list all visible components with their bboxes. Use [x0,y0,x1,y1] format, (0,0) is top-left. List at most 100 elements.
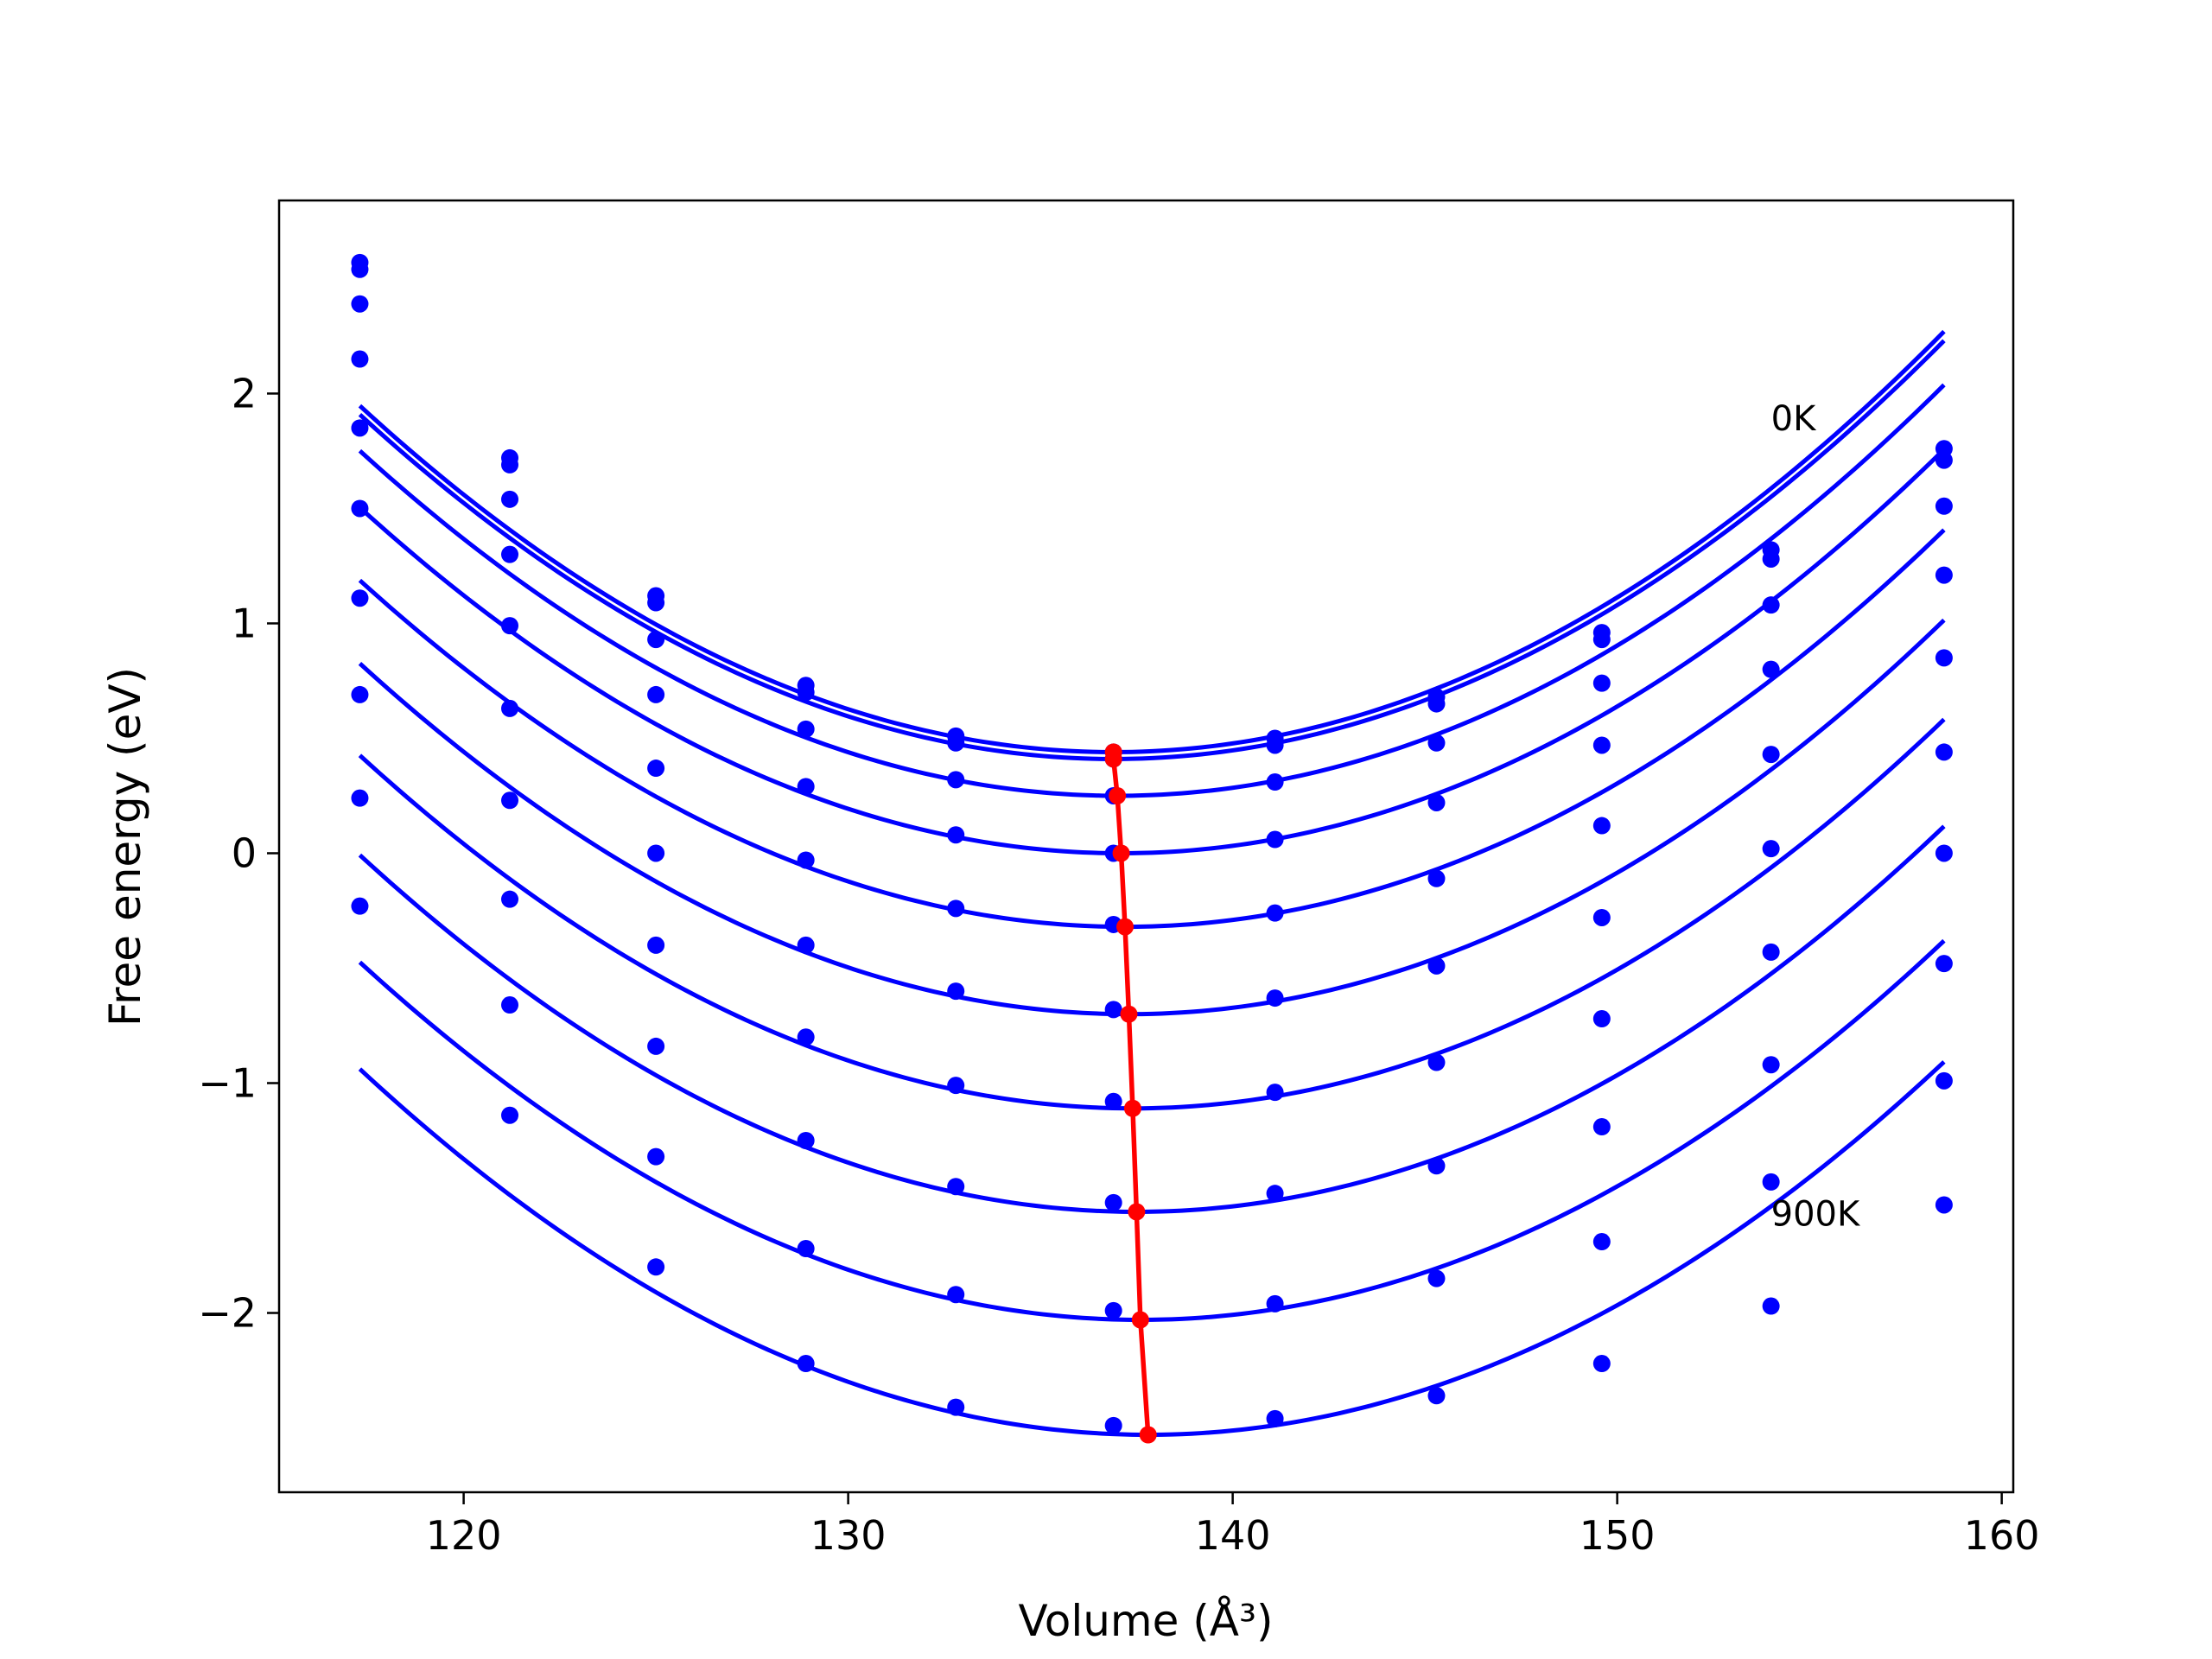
data-point [1427,1053,1446,1071]
data-point [1266,904,1284,922]
data-point [1104,1193,1122,1211]
minimum-point [1109,786,1127,804]
y-tick-label: 1 [232,600,257,646]
data-point [1592,1010,1611,1028]
data-point [1592,674,1611,692]
data-point [1427,793,1446,811]
data-point [1427,957,1446,975]
y-tick-label: 2 [232,370,257,416]
data-point [501,996,519,1014]
minimum-point [1128,1203,1146,1221]
data-point [501,490,519,508]
minimum-point [1131,1311,1149,1329]
data-point [1266,1084,1284,1102]
data-point [797,1028,815,1046]
data-point [351,499,369,518]
data-point [1762,840,1780,858]
fit-curve-1 [358,329,1946,754]
data-point [647,1147,665,1166]
data-point [1266,1409,1284,1427]
x-tick-label: 130 [810,1512,887,1559]
data-point [1762,660,1780,678]
data-point [1104,1092,1122,1110]
plot-frame [277,199,2015,1494]
data-point [797,1355,815,1373]
data-point [501,545,519,563]
data-point [947,899,965,918]
data-point [1427,1157,1446,1175]
data-point [351,350,369,368]
data-point [947,1077,965,1095]
data-point [1592,1355,1611,1373]
data-point [501,791,519,810]
data-point [501,455,519,474]
data-point [1762,1056,1780,1074]
minimum-line [1110,752,1151,1435]
data-point [351,897,369,915]
data-point [1935,743,1953,761]
data-point [1266,1294,1284,1313]
data-point [1427,869,1446,887]
series-7 [351,589,1953,1111]
data-point [1762,550,1780,568]
data-point [1104,1001,1122,1019]
series-8 [351,685,1953,1214]
annotations: 0K 900K [1771,399,1861,1234]
fit-curve-7 [358,717,1946,1111]
data-point [947,1398,965,1416]
series-layer [351,253,1953,1437]
x-tick-label: 120 [426,1512,502,1559]
data-point [1427,1269,1446,1287]
minimum-point [1116,918,1135,936]
data-point [351,295,369,313]
data-point [647,936,665,954]
data-point [647,594,665,612]
data-point [1592,908,1611,926]
data-point [647,1037,665,1055]
data-point [1592,1233,1611,1251]
data-point [1266,1185,1284,1203]
fit-curve-6 [358,618,1946,1017]
data-point [351,260,369,278]
minimum-point [1123,1099,1141,1117]
y-tick-label: −2 [198,1290,257,1337]
fit-curve-9 [358,938,1946,1322]
minimum-point [1139,1426,1157,1444]
x-tick-label: 160 [1964,1512,2040,1559]
data-point [797,720,815,738]
data-point [947,771,965,789]
series-6 [351,499,1953,1019]
data-point [1762,1173,1780,1191]
data-point [647,844,665,862]
data-point [1104,1301,1122,1319]
data-point [1592,817,1611,835]
data-point [797,936,815,954]
y-tick-label: 0 [232,830,257,876]
series-9 [351,789,1953,1322]
data-point [351,789,369,807]
data-point [1104,1416,1122,1434]
data-point [501,890,519,908]
data-point [1762,746,1780,764]
data-point [351,419,369,437]
data-point [947,826,965,844]
annotation-label: 0K [1771,399,1817,439]
data-point [647,631,665,649]
data-point [1427,695,1446,713]
data-point [797,1131,815,1149]
data-point [1762,943,1780,961]
data-point [1935,1196,1953,1214]
fit-curve-2 [358,339,1946,761]
data-point [647,1258,665,1276]
data-point [797,1240,815,1258]
data-point [1592,736,1611,754]
fit-curve-4 [358,448,1946,855]
y-ticks: −2 −1 0 1 2 [198,370,279,1337]
x-axis-label: Volume (Å³) [1018,1596,1273,1646]
data-point [501,617,519,635]
data-point [1266,736,1284,754]
data-point [351,685,369,703]
